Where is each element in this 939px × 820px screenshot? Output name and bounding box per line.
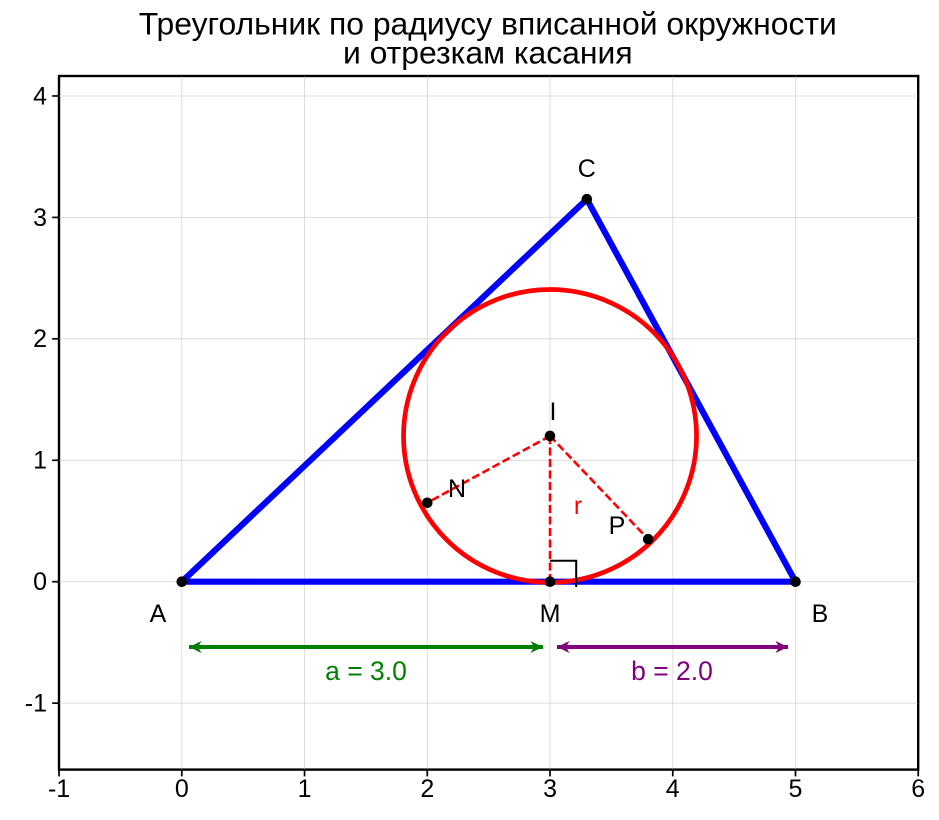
svg-text:-1: -1 <box>48 775 70 803</box>
svg-text:M: M <box>540 600 561 628</box>
svg-text:r: r <box>574 492 582 520</box>
svg-text:3: 3 <box>543 775 557 803</box>
svg-text:и отрезкам касания: и отрезкам касания <box>343 35 633 71</box>
svg-text:5: 5 <box>789 775 803 803</box>
svg-text:6: 6 <box>911 775 925 803</box>
svg-text:a = 3.0: a = 3.0 <box>325 656 407 686</box>
svg-text:0: 0 <box>33 568 47 596</box>
svg-text:1: 1 <box>33 447 47 475</box>
svg-text:I: I <box>550 398 557 426</box>
svg-text:b = 2.0: b = 2.0 <box>631 656 713 686</box>
svg-text:4: 4 <box>33 82 47 110</box>
svg-text:1: 1 <box>298 775 312 803</box>
svg-text:-1: -1 <box>25 690 47 718</box>
svg-text:2: 2 <box>420 775 434 803</box>
svg-text:P: P <box>609 512 626 540</box>
svg-text:2: 2 <box>33 325 47 353</box>
svg-text:N: N <box>448 475 466 503</box>
svg-text:0: 0 <box>175 775 189 803</box>
svg-text:3: 3 <box>33 204 47 232</box>
svg-text:C: C <box>578 155 596 183</box>
svg-text:A: A <box>150 600 167 628</box>
svg-text:B: B <box>812 600 829 628</box>
svg-text:4: 4 <box>666 775 680 803</box>
